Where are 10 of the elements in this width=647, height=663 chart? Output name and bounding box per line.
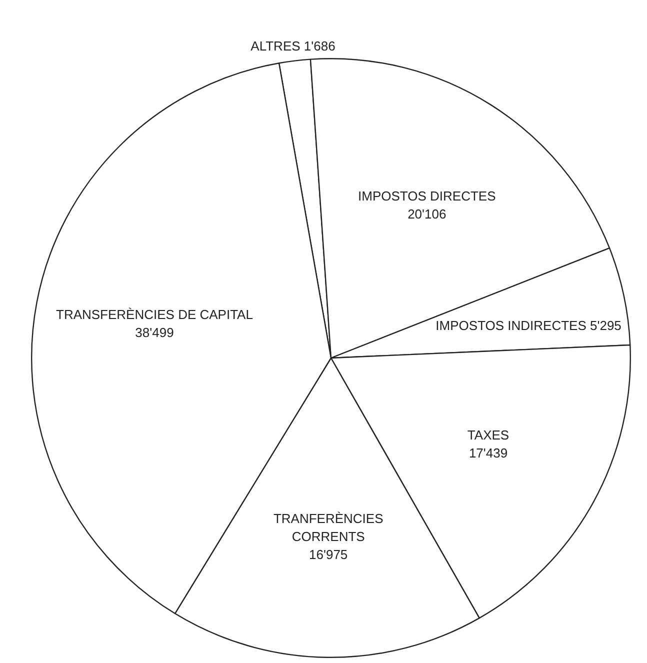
data-label: 38'499 xyxy=(135,325,174,340)
slice-label: TRANSFERÈNCIES DE CAPITAL xyxy=(56,307,253,322)
slice-label: IMPOSTOS DIRECTES xyxy=(358,188,496,204)
slice-label: TRANFERÈNCIES CORRENTS xyxy=(273,511,384,544)
slice-label: ALTRES 1'686 xyxy=(250,38,336,54)
data-label: 17'439 xyxy=(468,445,508,460)
data-label: 20'106 xyxy=(408,206,446,222)
data-label: 16'975 xyxy=(309,547,348,562)
slice-label: TAXES xyxy=(467,427,510,442)
slice-label: IMPOSTOS INDIRECTES 5'295 xyxy=(436,318,622,333)
